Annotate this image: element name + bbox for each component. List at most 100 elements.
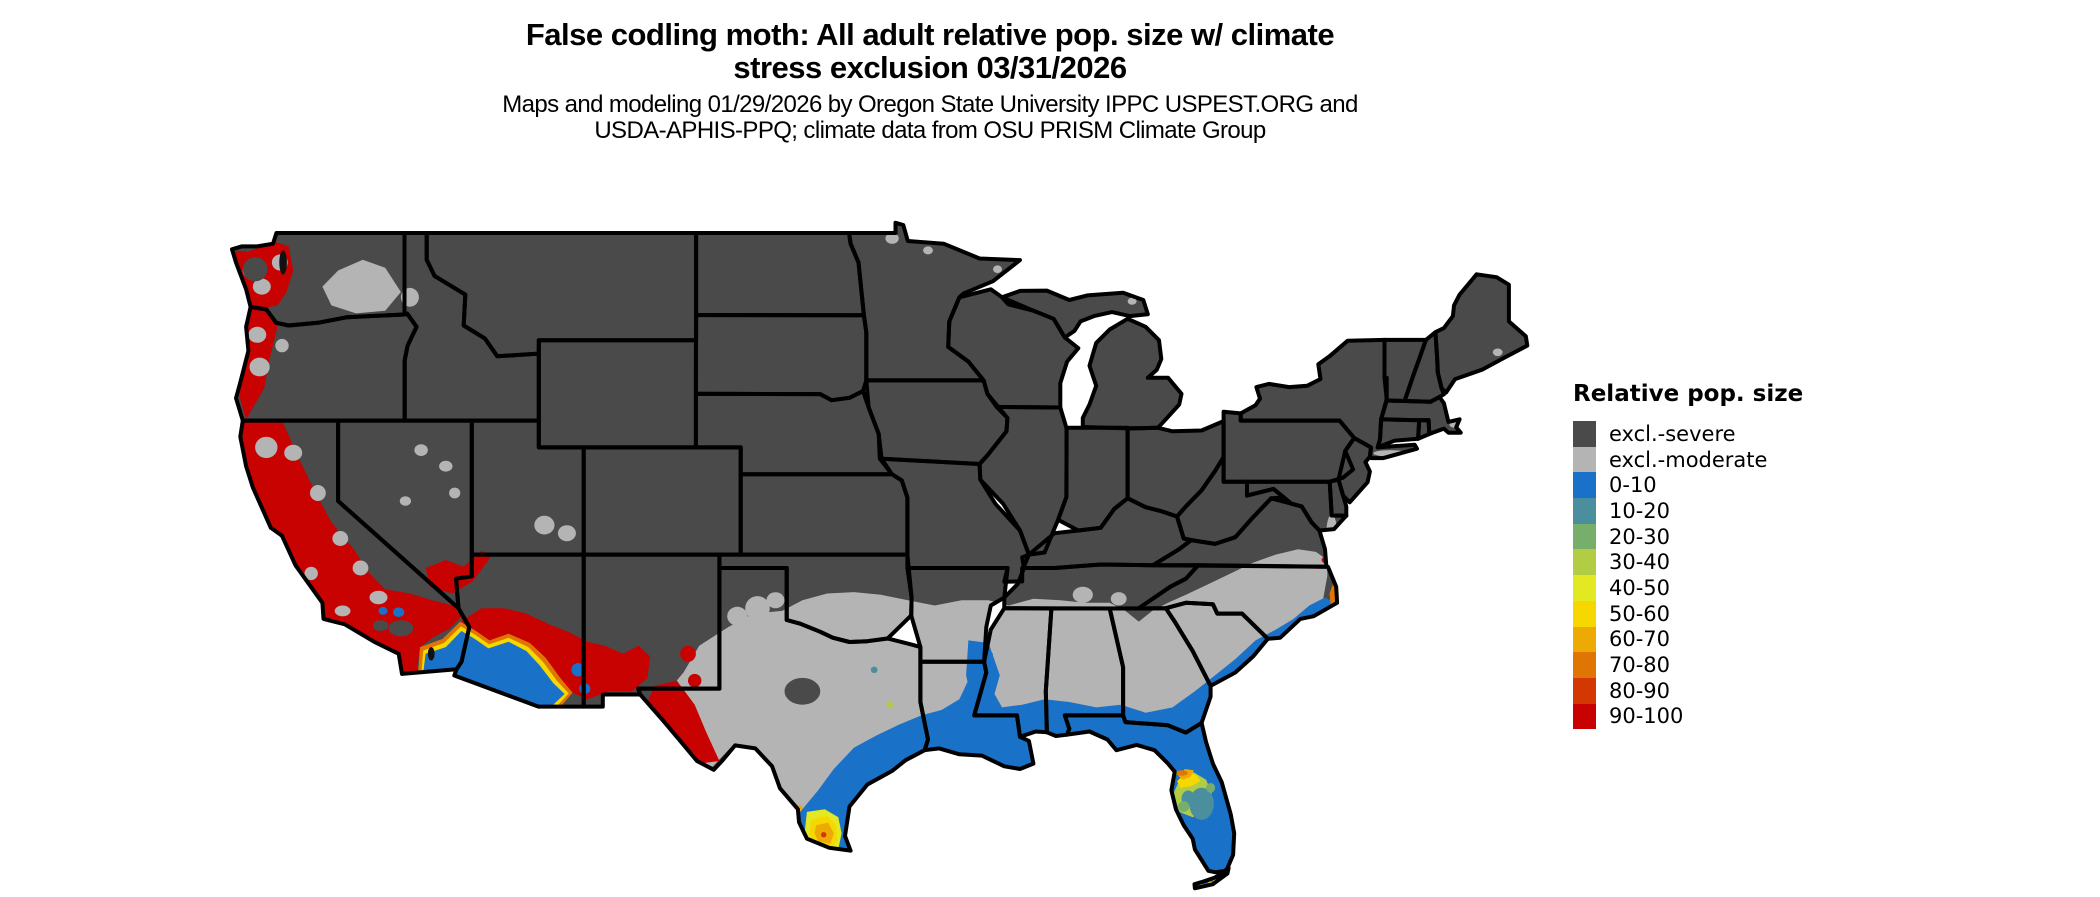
legend-swatch	[1573, 600, 1596, 627]
legend-swatch	[1573, 652, 1596, 678]
overlay-shape	[242, 257, 268, 282]
title-line-1: False codling moth: All adult relative p…	[525, 17, 1335, 52]
legend-swatch	[1573, 549, 1596, 576]
overlay-shape	[460, 608, 650, 700]
legend-item: 20-30	[1573, 523, 1803, 550]
overlay-shape	[393, 607, 405, 617]
overlay-shape	[378, 606, 388, 615]
overlay-shape	[252, 278, 271, 295]
state-shape	[1377, 419, 1420, 448]
overlay-shape	[1110, 592, 1127, 606]
state-shape	[1435, 274, 1528, 393]
overlay-shape	[322, 259, 401, 314]
overlay-shape	[399, 496, 411, 506]
state-shape	[426, 233, 697, 357]
page-title: False codling moth: All adult relative p…	[0, 18, 1860, 84]
state-shape	[236, 307, 417, 421]
overlay-shape	[688, 673, 702, 688]
overlay-shape	[1175, 770, 1188, 776]
state-border	[636, 566, 930, 853]
overlay-shape	[821, 832, 827, 838]
legend-label: 40-50	[1609, 575, 1671, 600]
overlay-shape	[275, 338, 289, 353]
overlay-shape	[647, 680, 720, 764]
legend-label: 50-60	[1609, 601, 1671, 626]
state-shape	[696, 233, 864, 316]
state-shape	[1127, 421, 1224, 517]
overlay-shape	[427, 647, 435, 661]
legend-swatch	[1573, 446, 1596, 473]
legend-item: 40-50	[1573, 575, 1803, 601]
overlay-shape	[1041, 279, 1053, 288]
state-shape	[979, 406, 1067, 555]
legend-swatch	[1573, 421, 1596, 447]
overlay-shape	[571, 663, 585, 677]
legend-item: 50-60	[1573, 600, 1803, 627]
overlay-shape	[1072, 586, 1093, 603]
legend-item: 90-100	[1573, 703, 1803, 730]
overlay-shape	[1127, 297, 1137, 305]
legend-item: 0-10	[1573, 472, 1803, 499]
overlay-shape	[425, 550, 491, 594]
state-border	[1136, 563, 1340, 641]
legend-swatch	[1573, 626, 1596, 653]
legend-item: 80-90	[1573, 677, 1803, 704]
title-line-2: stress exclusion 03/31/2026	[733, 50, 1127, 85]
overlay-shape	[1178, 801, 1190, 812]
state-shape	[1177, 457, 1284, 544]
overlay-shape	[727, 606, 748, 626]
state-shape	[1058, 427, 1128, 531]
overlay-shape	[284, 444, 303, 461]
state-border	[1080, 316, 1184, 431]
state-shape	[695, 315, 867, 401]
overlay-shape	[923, 246, 933, 255]
overlay-shape	[993, 265, 1002, 274]
overlay-shape	[332, 531, 349, 546]
legend-label: 0-10	[1609, 473, 1657, 498]
state-shape	[948, 289, 1079, 408]
overlay-shape	[1326, 514, 1338, 558]
overlay-shape	[248, 326, 267, 343]
legend-label: excl.-moderate	[1609, 447, 1768, 472]
legend: Relative pop. size excl.-severe excl.-mod…	[1573, 381, 1804, 730]
overlay-shape	[1492, 348, 1503, 357]
overlay-shape	[966, 640, 1000, 708]
legend-swatch	[1573, 523, 1596, 550]
overlay-shape	[449, 487, 461, 499]
legend-label: 60-70	[1609, 627, 1671, 652]
legend-item: 10-20	[1573, 498, 1803, 524]
state-shape	[1082, 318, 1182, 429]
legend-swatch	[1573, 498, 1596, 524]
overlay-shape	[534, 515, 555, 535]
overlay-shape	[784, 677, 821, 705]
legend-item: excl.-severe	[1573, 421, 1803, 447]
legend-swatch	[1573, 575, 1596, 601]
overlay-shape	[249, 357, 270, 377]
legend-label: 90-100	[1609, 704, 1684, 729]
overlay-shape	[885, 233, 899, 244]
state-shape	[740, 474, 908, 555]
overlay-shape	[886, 701, 894, 708]
overlay-shape	[1189, 787, 1214, 820]
state-shape	[1004, 564, 1199, 609]
overlay-shape	[369, 590, 388, 605]
legend-label: 20-30	[1609, 524, 1671, 549]
overlay-shape	[557, 525, 576, 542]
state-border	[1000, 288, 1150, 340]
state-shape	[538, 340, 696, 448]
legend-swatch	[1573, 677, 1596, 704]
overlay-shape	[310, 485, 326, 501]
state-shape	[1384, 339, 1426, 401]
legend-label: 70-80	[1609, 653, 1671, 678]
legend-title: Relative pop. size	[1573, 381, 1804, 407]
overlay-shape	[870, 666, 878, 673]
state-shape	[849, 222, 1020, 381]
state-shape	[1223, 411, 1355, 482]
state-shape	[1329, 479, 1347, 516]
legend-label: 10-20	[1609, 498, 1671, 523]
overlay-shape	[279, 250, 287, 275]
overlay-shape	[304, 566, 318, 581]
state-shape	[866, 380, 1008, 464]
overlay-shape	[372, 620, 389, 631]
